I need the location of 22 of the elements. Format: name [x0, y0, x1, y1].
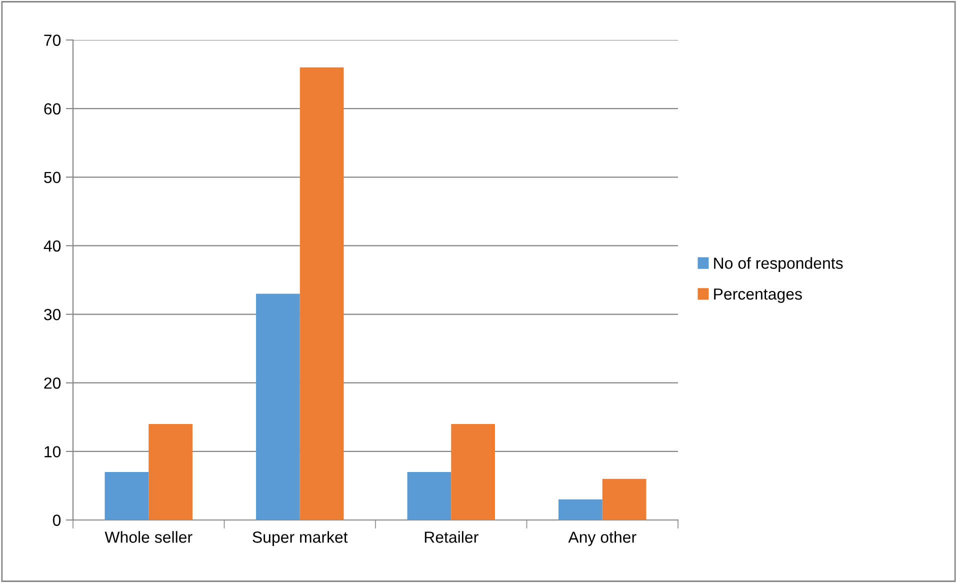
- legend-label: No of respondents: [714, 257, 843, 272]
- bar: [558, 499, 602, 520]
- bar: [602, 478, 646, 520]
- bar: [300, 67, 344, 520]
- bar: [407, 472, 452, 520]
- x-tick-label: Super market: [252, 531, 348, 546]
- x-tick-label: Whole seller: [104, 531, 192, 543]
- x-tick-label: Any other: [568, 531, 636, 546]
- y-tick-label: 50: [44, 172, 61, 184]
- y-tick-label: 20: [44, 377, 61, 389]
- y-tick-label: 0: [52, 514, 61, 526]
- y-tick-label: 30: [44, 308, 61, 320]
- y-tick-label: 60: [44, 103, 61, 115]
- x-tick-label: Retailer: [424, 531, 478, 543]
- y-tick-label: 40: [44, 240, 61, 252]
- bar: [256, 294, 300, 520]
- bar: [104, 472, 149, 520]
- legend-label: Percentages: [714, 288, 802, 303]
- y-tick-label: 10: [44, 446, 61, 458]
- bar: [148, 424, 192, 520]
- bar: [451, 424, 495, 520]
- y-tick-label: 70: [44, 34, 61, 46]
